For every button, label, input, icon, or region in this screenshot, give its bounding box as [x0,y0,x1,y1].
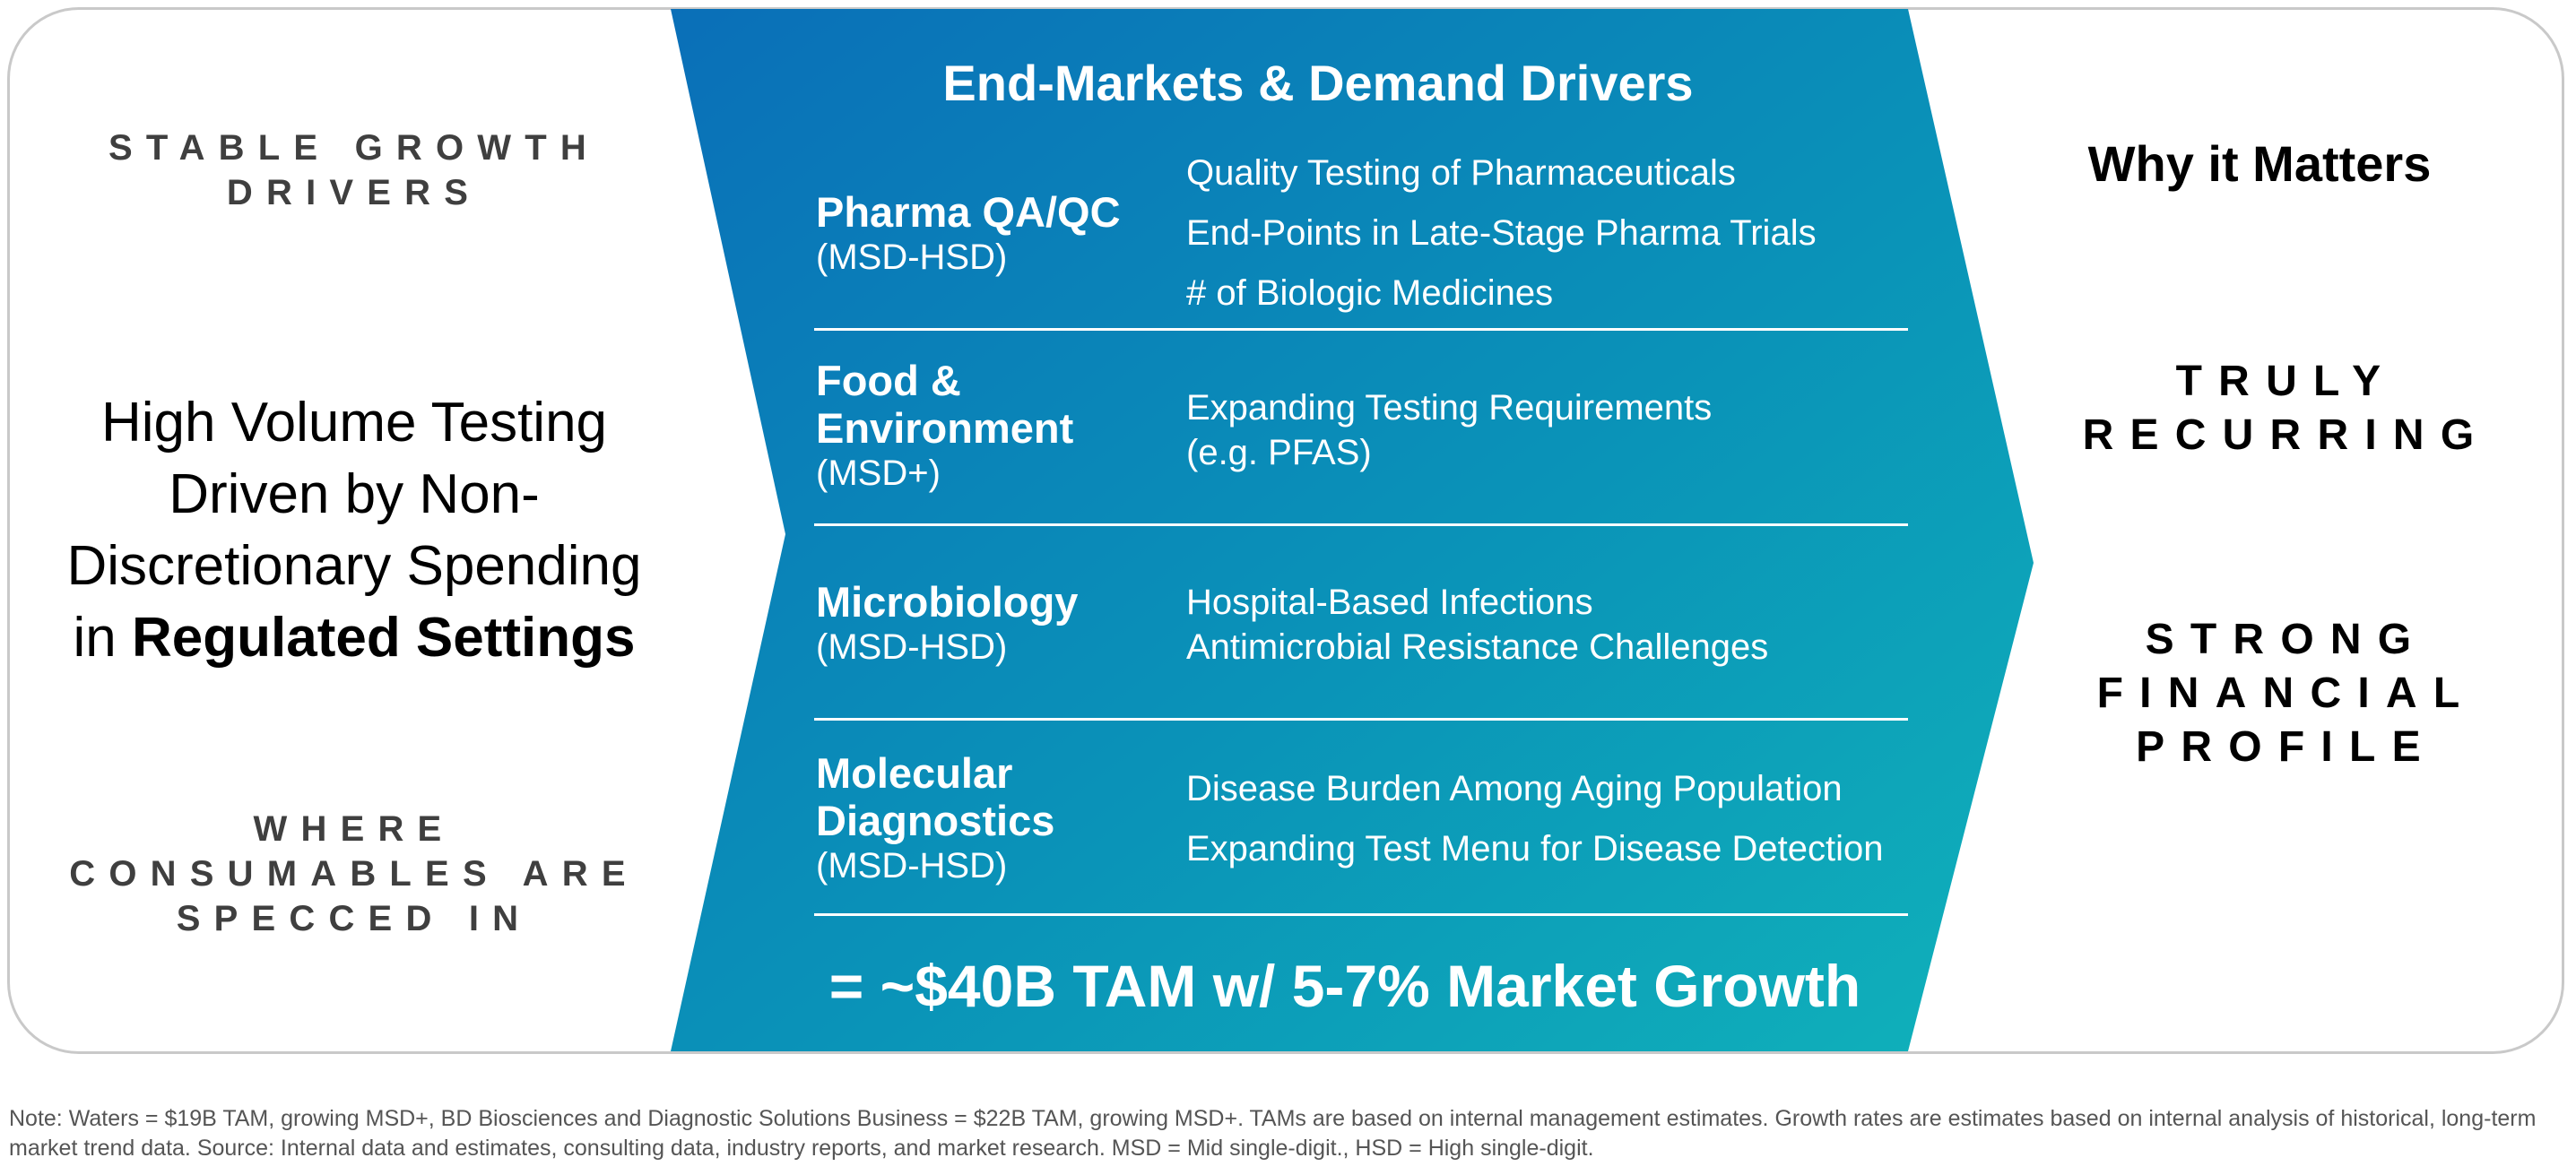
tam-summary: = ~$40B TAM w/ 5-7% Market Growth [828,953,1861,1019]
chevron-shape [671,9,2034,1051]
category-microbiology: Microbiology (MSD-HSD) [816,578,1175,669]
divider [814,523,1908,526]
driver-item: Quality Testing of Pharmaceuticals [1186,153,1736,193]
divider [814,913,1908,916]
driver-item: (e.g. PFAS) [1186,433,1372,472]
category-name: Food & [816,357,961,404]
driver-item: # of Biologic Medicines [1186,273,1554,313]
driver-item: Expanding Test Menu for Disease Detectio… [1186,829,1884,868]
end-markets-title: End-Markets & Demand Drivers [942,55,1694,111]
drivers-molecular-diagnostics: Disease Burden Among Aging Population Ex… [1186,766,1883,871]
driver-item: End-Points in Late-Stage Pharma Trials [1186,213,1817,253]
driver-item: Hospital-Based Infections [1186,583,1593,622]
driver-item: Disease Burden Among Aging Population [1186,769,1843,808]
category-molecular-diagnostics: Molecular Diagnostics (MSD-HSD) [816,749,1175,887]
category-name: Diagnostics [816,797,1055,844]
category-name: Molecular [816,749,1013,797]
truly-recurring-heading: TRULY RECURRING [2082,358,2491,459]
category-growth: (MSD-HSD) [816,627,1008,667]
why-it-matters-title: Why it Matters [2087,135,2432,192]
divider [814,328,1908,331]
footnote: Note: Waters = $19B TAM, growing MSD+, B… [9,1106,2537,1161]
strong-financial-profile-heading: STRONG FINANCIAL PROFILE [2096,616,2476,771]
consumables-specced-heading: WHERE CONSUMABLES ARE SPECCED IN [69,809,639,938]
drivers-pharma: Quality Testing of Pharmaceuticals End-P… [1186,151,1817,315]
category-growth: (MSD+) [816,454,941,493]
drivers-microbiology: Hospital-Based Infections Antimicrobial … [1186,580,1768,670]
category-name: Microbiology [816,578,1079,626]
divider [814,718,1908,721]
category-name: Environment [816,404,1074,452]
category-growth: (MSD-HSD) [816,238,1008,277]
category-growth: (MSD-HSD) [816,846,1008,886]
category-pharma: Pharma QA/QC (MSD-HSD) [816,188,1175,279]
regulated-settings-statement: High Volume Testing Driven by Non- Discr… [66,392,642,669]
stable-growth-drivers-heading: STABLE GROWTH DRIVERS [108,128,600,212]
category-name: Pharma QA/QC [816,188,1121,236]
regulated-settings-emphasis: Regulated Settings [131,607,636,669]
drivers-food-environment: Expanding Testing Requirements (e.g. PFA… [1186,385,1712,475]
category-food-environment: Food & Environment (MSD+) [816,357,1175,495]
driver-item: Expanding Testing Requirements [1186,388,1713,428]
driver-item: Antimicrobial Resistance Challenges [1186,627,1769,667]
